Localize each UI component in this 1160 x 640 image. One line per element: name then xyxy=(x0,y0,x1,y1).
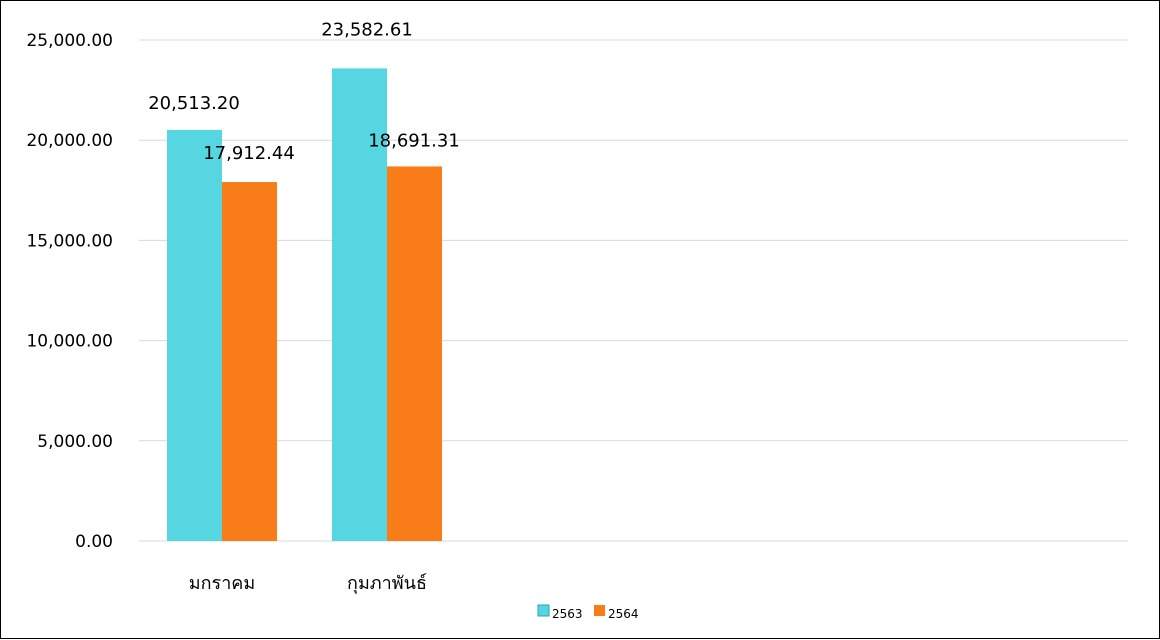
y-tick-label: 25,000.00 xyxy=(26,31,113,51)
y-tick-label: 0.00 xyxy=(75,532,113,552)
bar-2563-2 xyxy=(332,68,387,542)
y-tick-label: 5,000.00 xyxy=(37,432,113,452)
data-label: 18,691.31 xyxy=(368,130,460,151)
y-tick-label: 10,000.00 xyxy=(26,332,113,352)
legend-item-2564: 2564 xyxy=(594,605,639,621)
x-category-label: มกราคม xyxy=(189,573,255,594)
x-category-label: กุมภาพันธ์ xyxy=(347,573,427,594)
data-label: 23,582.61 xyxy=(321,19,413,40)
data-label: 17,912.44 xyxy=(203,143,295,164)
legend-label: 2563 xyxy=(552,607,583,621)
y-tick-label: 15,000.00 xyxy=(26,231,113,251)
y-tick-label: 20,000.00 xyxy=(26,131,113,151)
legend-swatch xyxy=(537,604,550,617)
legend-swatch xyxy=(594,605,605,616)
bar-2564-2 xyxy=(387,166,442,541)
legend-item-2563: 2563 xyxy=(537,604,583,621)
data-label: 20,513.20 xyxy=(148,93,240,114)
bar-2563-1 xyxy=(167,129,222,541)
legend-label: 2564 xyxy=(608,607,639,621)
bar-2564-1 xyxy=(222,182,277,541)
